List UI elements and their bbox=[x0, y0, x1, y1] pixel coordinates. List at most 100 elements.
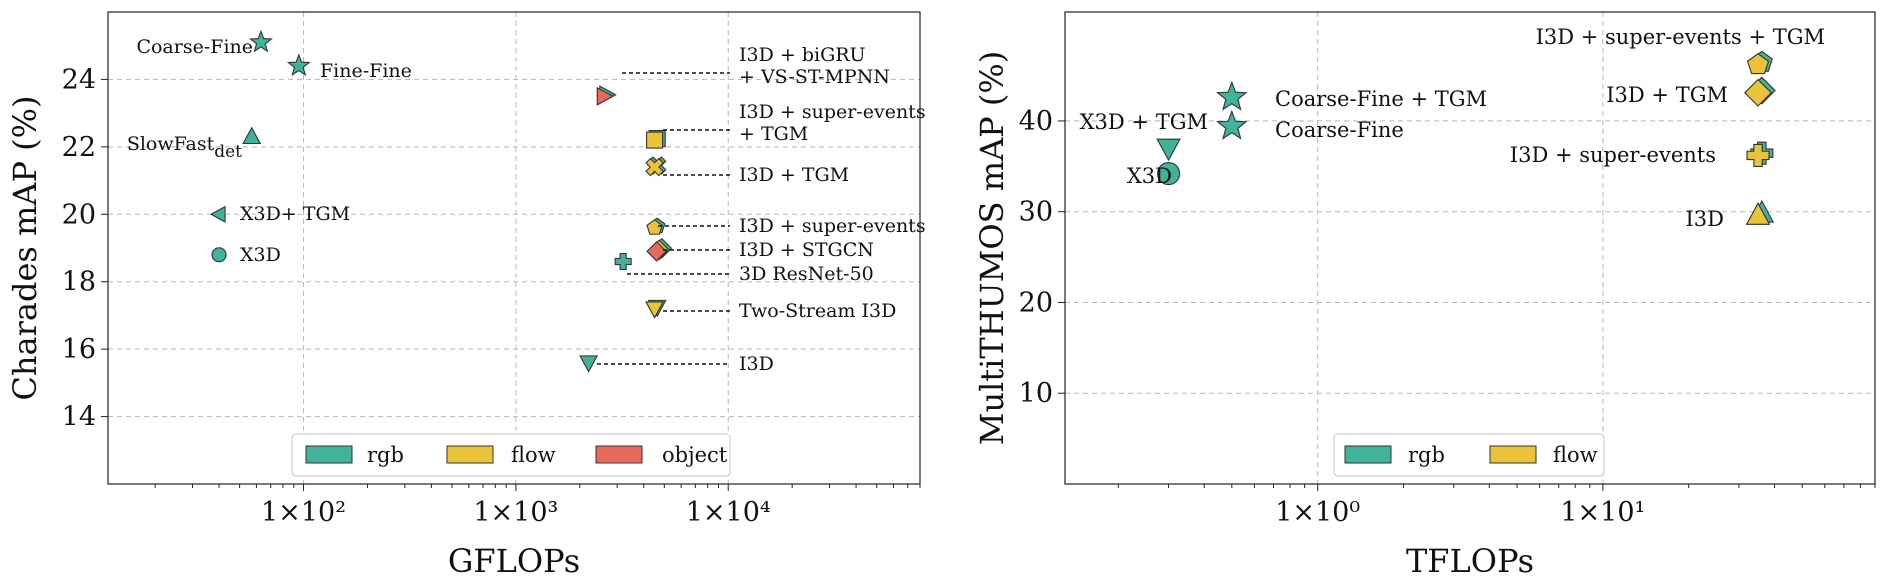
marker-flow bbox=[1744, 78, 1773, 107]
x-axis-label: TFLOPs bbox=[1406, 542, 1534, 580]
data-point-i3d-super-events bbox=[646, 217, 666, 235]
point-label: I3D + TGM bbox=[1606, 83, 1728, 107]
data-point-i3d-stgcn bbox=[646, 237, 673, 262]
marker-rgb bbox=[248, 29, 273, 53]
point-label: I3D + super-events bbox=[1510, 143, 1716, 167]
point-label: Coarse-Fine bbox=[1275, 118, 1404, 142]
x-tick-label: 1×10⁴ bbox=[686, 497, 771, 528]
legend-label-rgb: rgb bbox=[367, 443, 404, 467]
point-label: I3D + super-events bbox=[739, 215, 926, 237]
marker-object bbox=[646, 240, 667, 262]
point-label: I3D bbox=[1686, 207, 1725, 231]
marker-rgb bbox=[1216, 80, 1248, 111]
point-label: X3D bbox=[240, 244, 281, 266]
data-point-coarse-fine bbox=[1216, 109, 1248, 140]
marker-flow bbox=[646, 131, 664, 149]
point-label: I3D + STGCN bbox=[739, 239, 874, 261]
legend-swatch-rgb bbox=[305, 445, 353, 464]
legend-label-flow: flow bbox=[511, 443, 556, 467]
point-label: 3D ResNet-50 bbox=[739, 263, 874, 285]
y-tick-label: 16 bbox=[62, 334, 96, 365]
y-tick-label: 40 bbox=[1019, 106, 1053, 137]
data-point-i3d bbox=[579, 355, 599, 373]
legend: rgb flow object bbox=[291, 433, 731, 477]
y-tick-label: 18 bbox=[62, 267, 96, 298]
marker-flow bbox=[645, 157, 664, 177]
marker-rgb bbox=[286, 53, 311, 77]
data-point-i3d-tgm bbox=[645, 156, 667, 177]
x-axis-label: GFLOPs bbox=[448, 542, 580, 580]
data-point-x3d-tgm bbox=[209, 205, 226, 223]
marker-rgb bbox=[1216, 109, 1248, 140]
legend-swatch-flow bbox=[446, 445, 494, 464]
plot-area bbox=[1064, 11, 1876, 485]
y-axis-label: MultiTHUMOS mAP (%) bbox=[973, 51, 1011, 446]
data-point-slowfast bbox=[242, 126, 262, 145]
data-point-3d-resnet-50 bbox=[614, 252, 632, 271]
data-point-i3d-super-events bbox=[1746, 141, 1774, 167]
point-label: I3D bbox=[739, 353, 774, 375]
multithumos-panel: 1×10⁰ 1×10¹ 10 20 30 40 TFLOPs MultiTHUMOS mAP … bbox=[973, 11, 1876, 580]
marker-rgb bbox=[614, 252, 632, 271]
y-tick-label: 24 bbox=[62, 64, 96, 95]
x-tick-label: 1×10¹ bbox=[1560, 497, 1645, 528]
data-point-x3d bbox=[211, 247, 227, 263]
point-label: I3D + TGM bbox=[739, 164, 849, 186]
data-point-i3d-super-events-tgm bbox=[646, 130, 666, 149]
x-tick-label: 1×10³ bbox=[473, 497, 558, 528]
marker-rgb bbox=[579, 355, 599, 373]
data-point-x3d-tgm bbox=[1156, 138, 1181, 162]
legend-swatch-flow bbox=[1489, 445, 1537, 464]
point-label: Two-Stream I3D bbox=[739, 300, 896, 322]
y-tick-label: 20 bbox=[62, 199, 96, 230]
legend-frame bbox=[1333, 433, 1605, 477]
marker-rgb bbox=[209, 205, 226, 223]
data-point-coarse-fine bbox=[248, 29, 273, 53]
data-point-coarse-fine-tgm bbox=[1216, 80, 1248, 111]
point-label: SlowFastdet bbox=[127, 133, 242, 162]
legend: rgb flow bbox=[1333, 433, 1605, 477]
data-point-i3d-tgm bbox=[1744, 76, 1776, 107]
legend-frame bbox=[291, 433, 731, 477]
point-label: I3D + super-events + TGM bbox=[1536, 25, 1825, 49]
point-label: Coarse-Fine bbox=[136, 36, 253, 58]
point-label: X3D bbox=[1127, 164, 1172, 188]
x-tick-label: 1×10² bbox=[261, 497, 346, 528]
legend-swatch-rgb bbox=[1344, 445, 1392, 464]
y-tick-label: 14 bbox=[62, 402, 96, 433]
marker-rgb bbox=[242, 126, 262, 145]
y-tick-label: 20 bbox=[1019, 287, 1053, 318]
point-label: I3D + biGRU + VS-ST-MPNN bbox=[739, 44, 890, 88]
data-point-x3d bbox=[1157, 162, 1181, 186]
marker-object bbox=[596, 86, 615, 106]
data-point-i3d-bigru-vs-st-mpnn bbox=[596, 85, 617, 106]
marker-flow bbox=[1746, 52, 1770, 75]
charades-panel: 1×10² 1×10³ 1×10⁴ 14 16 18 20 22 24 GFLOPs Charade… bbox=[6, 11, 926, 580]
y-tick-label: 22 bbox=[62, 132, 96, 163]
marker-flow bbox=[645, 301, 665, 319]
data-point-two-stream-i3d bbox=[645, 299, 667, 319]
point-label: X3D + TGM bbox=[1080, 110, 1208, 134]
legend-label-rgb: rgb bbox=[1408, 443, 1445, 467]
y-tick-label: 30 bbox=[1019, 197, 1053, 228]
data-point-i3d bbox=[1745, 199, 1775, 225]
point-label: Fine-Fine bbox=[320, 60, 412, 82]
data-point-i3d-super-events-tgm bbox=[1746, 50, 1773, 75]
point-label: I3D + super-events + TGM bbox=[739, 101, 926, 145]
plot-area bbox=[107, 11, 921, 485]
marker-rgb bbox=[1156, 138, 1181, 162]
y-axis-label: Charades mAP (%) bbox=[6, 95, 44, 400]
legend-label-flow: flow bbox=[1553, 443, 1598, 467]
point-label: Coarse-Fine + TGM bbox=[1275, 87, 1487, 111]
point-label: X3D+ TGM bbox=[240, 203, 350, 225]
legend-label-object: object bbox=[662, 443, 728, 467]
data-point-fine-fine bbox=[286, 53, 311, 77]
marker-flow bbox=[646, 219, 663, 235]
y-tick-label: 10 bbox=[1019, 378, 1053, 409]
marker-rgb bbox=[211, 247, 227, 263]
x-tick-label: 1×10⁰ bbox=[1275, 497, 1360, 528]
marker-flow bbox=[1745, 202, 1771, 225]
marker-flow bbox=[1746, 143, 1770, 167]
legend-swatch-object bbox=[595, 445, 643, 464]
